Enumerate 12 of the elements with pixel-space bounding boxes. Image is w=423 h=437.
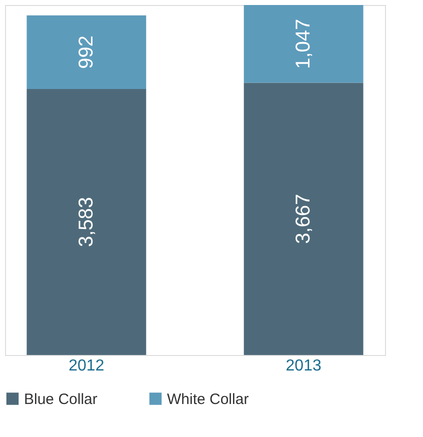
bar (244, 82, 364, 355)
legend-label: White Collar (167, 390, 249, 408)
data-label: 3,583 (75, 196, 98, 248)
data-label: 992 (75, 35, 98, 69)
bar (26, 15, 146, 89)
legend-label: Blue Collar (24, 390, 98, 408)
bar (244, 5, 364, 83)
x-tick-label: 2013 (286, 358, 322, 374)
data-label: 3,667 (292, 194, 315, 244)
x-tick-label: 2012 (68, 358, 104, 374)
bar (26, 88, 146, 355)
data-label: 1,047 (292, 18, 315, 69)
